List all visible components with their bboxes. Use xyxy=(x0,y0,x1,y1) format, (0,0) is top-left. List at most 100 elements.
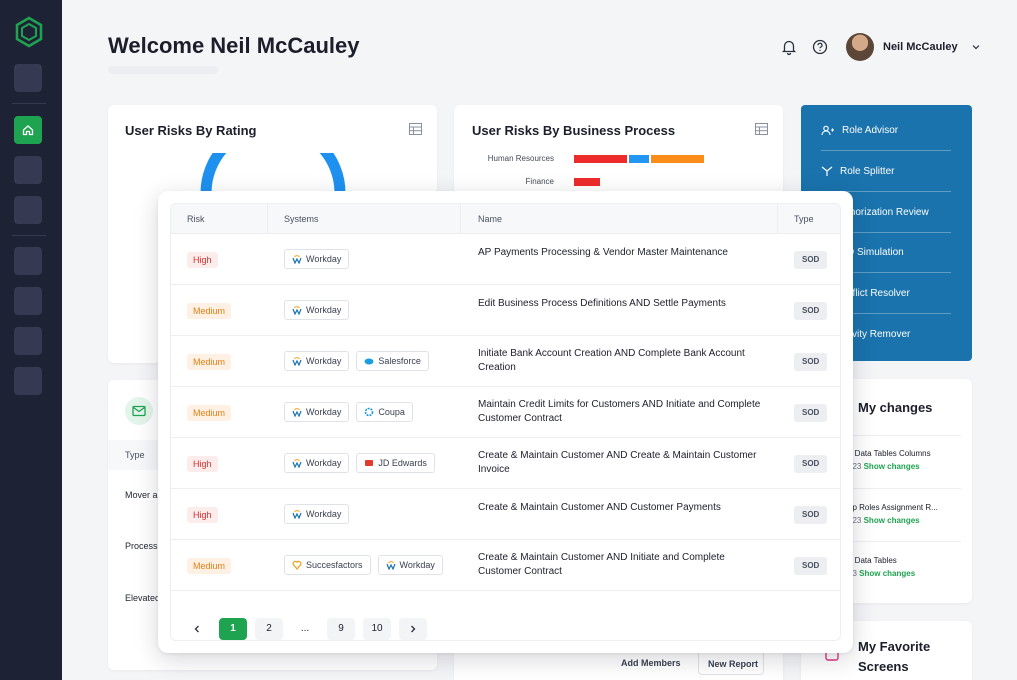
sidebar-item-1[interactable] xyxy=(14,64,42,92)
card-title: My changes xyxy=(858,400,933,415)
system-label: Workday xyxy=(399,560,435,570)
risks-table: Risk Systems Name Type High Workday AP Pay… xyxy=(170,203,841,641)
sidebar-item-6[interactable] xyxy=(14,327,42,355)
col-name[interactable]: Name xyxy=(478,214,503,224)
workday-icon xyxy=(292,306,302,315)
workday-icon xyxy=(292,459,302,468)
column-separator xyxy=(460,204,461,234)
page-button[interactable]: 9 xyxy=(327,618,355,640)
risk-name: Initiate Bank Account Creation AND Compl… xyxy=(478,348,745,373)
systems-cell: Succesfactors Workday xyxy=(284,555,443,575)
system-label: Succesfactors xyxy=(306,560,363,570)
sidebar-item-2[interactable] xyxy=(14,156,42,184)
table-row[interactable]: High Workday Create & Maintain Customer AN… xyxy=(171,489,840,540)
donut-chart xyxy=(200,153,346,193)
change-date: 023 xyxy=(848,462,862,471)
risk-badge: Medium xyxy=(187,558,232,574)
risk-name: Create & Maintain Customer AND Initiate … xyxy=(478,552,725,577)
subtitle-placeholder xyxy=(108,66,218,74)
prev-page-button[interactable] xyxy=(183,618,211,640)
user-menu[interactable]: Neil McCauley xyxy=(846,33,981,61)
workday-icon xyxy=(385,561,396,570)
table-row[interactable]: Medium Workday Salesforce Initiate Bank Acc… xyxy=(171,336,840,387)
show-changes-link[interactable]: Show changes xyxy=(859,569,916,578)
systems-cell: Workday JD Edwards xyxy=(284,453,435,473)
sidebar-item-3[interactable] xyxy=(14,196,42,224)
bar-segment[interactable] xyxy=(574,178,600,186)
col-type[interactable]: Type xyxy=(794,214,814,224)
mail-icon xyxy=(132,405,146,417)
sidebar-item-7[interactable] xyxy=(14,367,42,395)
type-badge: SOD xyxy=(794,353,828,371)
sidebar-divider xyxy=(12,235,46,236)
role-item-advisor[interactable]: Role Advisor xyxy=(821,111,951,151)
next-page-button[interactable] xyxy=(399,618,427,640)
system-label: JD Edwards xyxy=(378,458,427,468)
show-changes-link[interactable]: Show changes xyxy=(863,462,920,471)
col-systems[interactable]: Systems xyxy=(284,214,319,224)
table-view-icon[interactable] xyxy=(755,123,768,135)
system-label: Salesforce xyxy=(378,356,421,366)
pagination: 1 2 ... 9 10 xyxy=(183,618,427,640)
risk-name: Edit Business Process Definitions AND Se… xyxy=(478,298,726,309)
role-item-label: Role Splitter xyxy=(840,166,895,177)
table-row[interactable]: Medium Succesfactors Workday Create & Maint… xyxy=(171,540,840,591)
bar-segment[interactable] xyxy=(574,155,627,163)
chevron-left-icon xyxy=(194,625,199,633)
table-row[interactable]: Medium Workday Coupa Maintain Credit Limits… xyxy=(171,387,840,438)
system-tag: Workday xyxy=(377,555,443,575)
system-tag: Workday xyxy=(284,402,350,422)
page-ellipsis: ... xyxy=(300,623,310,634)
app-logo-icon[interactable] xyxy=(14,16,44,48)
successfactors-icon xyxy=(292,560,302,570)
page-button[interactable]: 2 xyxy=(255,618,283,640)
type-badge: SOD xyxy=(794,557,828,575)
role-item-conflict-resolver[interactable]: nflict Resolver xyxy=(821,274,951,314)
new-report-label: New Report xyxy=(708,659,759,669)
role-item-sod-simulation[interactable]: D Simulation xyxy=(821,233,951,273)
role-item-activity-remover[interactable]: tivity Remover xyxy=(821,314,951,354)
users-icon xyxy=(821,125,834,136)
bell-icon[interactable] xyxy=(780,38,798,56)
system-label: Coupa xyxy=(378,407,405,417)
table-row[interactable]: Medium Workday Edit Business Process Defin… xyxy=(171,285,840,336)
show-changes-link[interactable]: Show changes xyxy=(863,516,920,525)
type-badge: SOD xyxy=(794,251,828,269)
list-item: Elevated xyxy=(125,593,161,603)
systems-cell: Workday xyxy=(284,300,350,320)
sidebar-item-home[interactable] xyxy=(14,116,42,144)
sidebar-item-5[interactable] xyxy=(14,287,42,315)
add-members-button[interactable]: Add Members xyxy=(621,658,681,668)
page-button[interactable]: 10 xyxy=(363,618,391,640)
systems-cell: Workday Coupa xyxy=(284,402,413,422)
sidebar-item-4[interactable] xyxy=(14,247,42,275)
user-name: Neil McCauley xyxy=(883,41,958,53)
system-label: Workday xyxy=(306,305,342,315)
role-item-authorization-review[interactable]: thorization Review xyxy=(821,193,951,233)
role-item-splitter[interactable]: Role Splitter xyxy=(821,152,951,192)
table-row[interactable]: High Workday AP Payments Processing & Vend… xyxy=(171,234,840,285)
change-text: d Data Tables xyxy=(848,556,897,565)
table-row[interactable]: High Workday JD Edwards Create & Maintain C… xyxy=(171,438,840,489)
divider xyxy=(821,541,961,542)
mail-badge xyxy=(125,397,153,425)
help-icon[interactable] xyxy=(811,38,829,56)
workday-icon xyxy=(292,510,302,519)
table-view-icon[interactable] xyxy=(409,123,422,135)
bar-segment[interactable] xyxy=(629,155,649,163)
chevron-right-icon xyxy=(411,625,416,633)
risk-name: AP Payments Processing & Vendor Master M… xyxy=(478,247,728,258)
chevron-down-icon xyxy=(972,45,980,50)
column-separator xyxy=(777,204,778,234)
page-title: Welcome Neil McCauley xyxy=(108,33,360,58)
bar-segment[interactable] xyxy=(651,155,704,163)
change-item: up Roles Assignment R... 023 Show change… xyxy=(848,503,988,525)
role-item-label: Role Advisor xyxy=(842,125,899,136)
new-report-button[interactable]: New Report xyxy=(698,651,764,675)
col-risk[interactable]: Risk xyxy=(187,214,205,224)
home-icon xyxy=(22,125,34,136)
workday-icon xyxy=(292,255,302,264)
page-button[interactable]: 1 xyxy=(219,618,247,640)
change-item: d Data Tables 23 Show changes xyxy=(848,556,988,578)
system-tag: JD Edwards xyxy=(356,453,435,473)
